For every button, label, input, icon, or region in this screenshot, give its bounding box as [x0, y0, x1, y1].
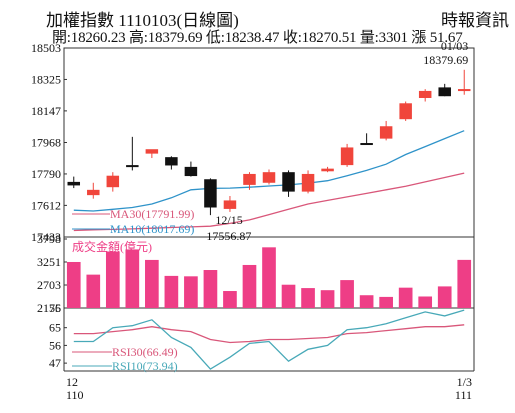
price-tick-5: 17612	[31, 198, 61, 212]
legend-label-0: MA30(17791.99)	[110, 207, 194, 221]
volume-panel: 成交金額(億元)	[66, 239, 472, 308]
volume-bar-8	[223, 291, 237, 308]
volume-tick-3: 2156	[37, 301, 61, 315]
volume-bar-19	[437, 286, 452, 308]
volume-bar-4	[145, 259, 159, 308]
price-panel: MA30(17791.99)MA10(18017.69) 01/0318379.6…	[67, 39, 471, 243]
rsi-tick-0: 75	[49, 301, 61, 315]
candle-body-8	[223, 200, 237, 209]
price-tick-1: 18325	[31, 72, 61, 86]
candle-body-7	[204, 179, 217, 208]
candle-body-0	[67, 181, 81, 186]
chart-title: 加權指數 1110103(日線圖)	[46, 11, 239, 30]
price-tick-6: 17433	[31, 230, 61, 244]
x-left-date: 12	[66, 375, 78, 389]
volume-bar-2	[105, 251, 120, 308]
volume-bar-1	[86, 274, 101, 308]
high-value-label: 18379.69	[423, 53, 468, 67]
price-tick-4: 17790	[31, 167, 61, 181]
volume-bar-10	[262, 247, 276, 308]
ma10-line	[73, 130, 465, 212]
volume-bar-7	[203, 270, 218, 308]
low-value-label: 17556.87	[206, 229, 251, 243]
volume-bar-14	[340, 280, 354, 308]
candle-body-20	[457, 89, 471, 92]
price-tick-2: 18147	[31, 104, 61, 118]
volume-tick-0: 3798	[37, 232, 61, 246]
candle-body-6	[184, 166, 198, 177]
candle-body-11	[282, 172, 295, 192]
volume-tick-1: 3251	[37, 255, 61, 269]
candle-body-1	[87, 189, 100, 196]
candle-body-13	[321, 168, 334, 172]
rsi-tick-1: 65	[49, 321, 61, 335]
volume-title: 成交金額(億元)	[72, 239, 152, 254]
x-left-year: 110	[66, 388, 84, 402]
x-right-date: 1/3	[457, 375, 472, 389]
volume-tick-2: 2703	[37, 278, 61, 292]
candle-body-16	[379, 126, 393, 139]
candle-body-12	[301, 173, 315, 192]
legend-label-1: MA10(18017.69)	[110, 222, 194, 236]
candle-body-14	[340, 147, 354, 166]
rsi-line-1	[73, 309, 465, 370]
volume-bar-12	[301, 288, 315, 308]
rsi-line-0	[73, 324, 465, 344]
volume-bar-11	[281, 284, 296, 308]
volume-bar-6	[184, 276, 198, 308]
rsi-legend-label-0: RSI30(66.49)	[112, 345, 178, 359]
low-date-label: 12/15	[215, 213, 242, 227]
candle-body-3	[126, 165, 139, 168]
candle-body-19	[438, 87, 451, 97]
candle-body-15	[360, 143, 373, 146]
source-label: 時報資訊	[441, 11, 509, 30]
x-right-year: 111	[455, 388, 472, 402]
candle-body-9	[243, 173, 256, 185]
rsi-tick-2: 56	[49, 338, 61, 352]
ma30-line	[73, 172, 465, 232]
volume-bar-16	[379, 296, 393, 308]
candle-body-2	[106, 175, 120, 188]
volume-bar-5	[164, 275, 179, 308]
volume-bar-3	[125, 249, 140, 308]
volume-bar-20	[457, 259, 472, 308]
high-date-label: 01/03	[441, 39, 468, 53]
volume-bar-0	[66, 261, 81, 308]
candle-body-4	[145, 149, 159, 154]
rsi-tick-3: 47	[49, 356, 61, 370]
volume-bar-15	[359, 295, 374, 308]
price-tick-3: 17968	[31, 136, 61, 150]
volume-bar-18	[418, 296, 433, 308]
volume-bar-17	[398, 287, 413, 308]
volume-bar-9	[242, 264, 257, 308]
rsi-panel: RSI30(66.49)RSI10(73.94)	[72, 309, 465, 373]
volume-bar-13	[320, 290, 335, 308]
candle-body-18	[418, 90, 432, 98]
candle-body-5	[165, 157, 178, 166]
rsi-legend-label-1: RSI10(73.94)	[112, 359, 178, 373]
price-tick-0: 18503	[31, 41, 61, 55]
ohlc-summary: 開:18260.23 高:18379.69 低:18238.47 收:18270…	[52, 30, 463, 46]
candle-body-17	[399, 103, 412, 120]
candle-body-10	[262, 172, 276, 183]
